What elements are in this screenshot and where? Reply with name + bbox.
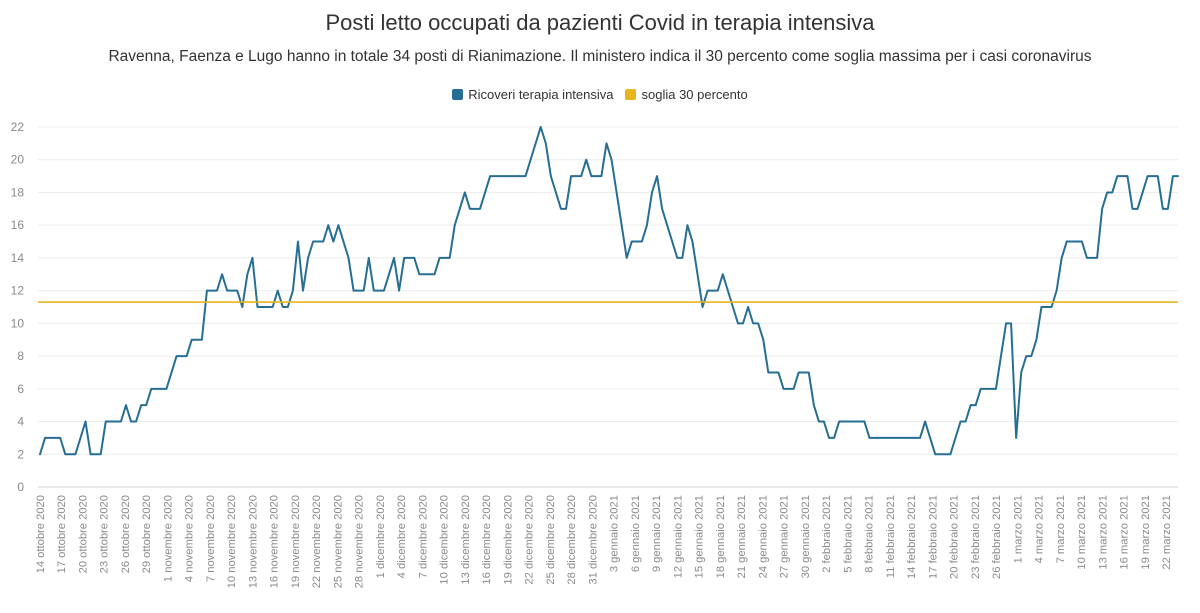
x-tick-label: 3 gennaio 2021 — [609, 495, 621, 572]
x-tick-label: 7 novembre 2020 — [205, 495, 217, 582]
x-tick-label: 22 marzo 2021 — [1161, 495, 1173, 570]
x-tick-label: 19 novembre 2020 — [290, 495, 302, 588]
x-tick-label: 10 dicembre 2020 — [439, 495, 451, 585]
x-tick-label: 25 novembre 2020 — [332, 495, 344, 588]
x-tick-label: 1 marzo 2021 — [1012, 495, 1024, 563]
x-tick-label: 12 gennaio 2021 — [672, 495, 684, 578]
x-tick-label: 10 novembre 2020 — [226, 495, 238, 588]
y-tick-label-8: 8 — [17, 349, 24, 363]
x-tick-label: 27 gennaio 2021 — [779, 495, 791, 578]
y-tick-label-4: 4 — [17, 415, 24, 429]
y-tick-label-14: 14 — [11, 251, 25, 265]
x-tick-label: 7 dicembre 2020 — [417, 495, 429, 578]
x-tick-label: 14 ottobre 2020 — [35, 495, 47, 573]
x-tick-label: 17 febbraio 2021 — [927, 495, 939, 579]
y-tick-label-22: 22 — [11, 120, 25, 134]
x-tick-label: 10 marzo 2021 — [1076, 495, 1088, 570]
y-tick-label-12: 12 — [11, 284, 25, 298]
x-tick-label: 13 dicembre 2020 — [460, 495, 472, 585]
x-tick-label: 19 dicembre 2020 — [502, 495, 514, 585]
y-tick-label-18: 18 — [11, 185, 25, 199]
x-tick-label: 25 dicembre 2020 — [545, 495, 557, 585]
x-tick-label: 6 gennaio 2021 — [630, 495, 642, 572]
x-tick-label: 28 novembre 2020 — [354, 495, 366, 588]
series-line-ricoveri — [39, 126, 1179, 456]
x-tick-label: 22 novembre 2020 — [311, 495, 323, 588]
x-tick-label: 13 novembre 2020 — [247, 495, 259, 588]
x-tick-label: 21 gennaio 2021 — [736, 495, 748, 578]
x-tick-label: 16 novembre 2020 — [269, 495, 281, 588]
legend-swatch-soglia — [625, 89, 637, 100]
x-tick-label: 23 ottobre 2020 — [99, 495, 111, 573]
x-tick-label: 9 gennaio 2021 — [651, 495, 663, 572]
x-tick-label: 20 ottobre 2020 — [77, 495, 89, 573]
legend-item-ricoveri[interactable]: Ricoveri terapia intensiva — [452, 87, 613, 102]
y-tick-label-0: 0 — [17, 480, 24, 494]
legend-item-soglia[interactable]: soglia 30 percento — [625, 87, 748, 102]
x-tick-label: 16 dicembre 2020 — [481, 495, 493, 585]
x-tick-label: 28 dicembre 2020 — [566, 495, 578, 585]
x-tick-label: 14 febbraio 2021 — [906, 495, 918, 579]
x-tick-label: 1 dicembre 2020 — [375, 495, 387, 578]
x-tick-label: 4 novembre 2020 — [184, 495, 196, 582]
y-tick-label-16: 16 — [11, 218, 25, 232]
x-tick-label: 19 marzo 2021 — [1140, 495, 1152, 570]
legend-label-soglia: soglia 30 percento — [641, 87, 748, 102]
x-tick-label: 22 dicembre 2020 — [524, 495, 536, 585]
x-tick-label: 20 febbraio 2021 — [949, 495, 961, 579]
x-tick-label: 29 ottobre 2020 — [141, 495, 153, 573]
x-tick-label: 26 ottobre 2020 — [120, 495, 132, 573]
x-tick-label: 30 gennaio 2021 — [800, 495, 812, 578]
x-tick-label: 7 marzo 2021 — [1055, 495, 1067, 563]
x-tick-label: 31 dicembre 2020 — [587, 495, 599, 585]
y-tick-label-10: 10 — [11, 316, 25, 330]
y-tick-label-6: 6 — [17, 382, 24, 396]
x-tick-label: 4 dicembre 2020 — [396, 495, 408, 578]
x-tick-label: 2 febbraio 2021 — [821, 495, 833, 573]
x-tick-label: 1 novembre 2020 — [162, 495, 174, 582]
x-tick-label: 5 febbraio 2021 — [842, 495, 854, 573]
chart-subtitle: Ravenna, Faenza e Lugo hanno in totale 3… — [108, 48, 1092, 65]
x-tick-label: 26 febbraio 2021 — [991, 495, 1003, 579]
x-tick-label: 18 gennaio 2021 — [715, 495, 727, 578]
x-tick-label: 11 febbraio 2021 — [885, 495, 897, 578]
x-tick-label: 23 febbraio 2021 — [970, 495, 982, 579]
x-tick-label: 17 ottobre 2020 — [56, 495, 68, 573]
y-tick-label-2: 2 — [17, 447, 24, 461]
legend-swatch-ricoveri — [452, 89, 464, 100]
chart-title: Posti letto occupati da pazienti Covid i… — [325, 10, 875, 35]
chart-legend: Ricoveri terapia intensiva soglia 30 per… — [0, 87, 1200, 102]
x-tick-label: 4 marzo 2021 — [1034, 495, 1046, 563]
legend-label-ricoveri: Ricoveri terapia intensiva — [468, 87, 614, 102]
y-tick-label-20: 20 — [11, 153, 25, 167]
x-tick-label: 15 gennaio 2021 — [694, 495, 706, 578]
x-tick-label: 24 gennaio 2021 — [757, 495, 769, 578]
x-tick-label: 13 marzo 2021 — [1097, 495, 1109, 570]
x-tick-label: 8 febbraio 2021 — [864, 495, 876, 573]
x-tick-label: 16 marzo 2021 — [1119, 495, 1131, 570]
